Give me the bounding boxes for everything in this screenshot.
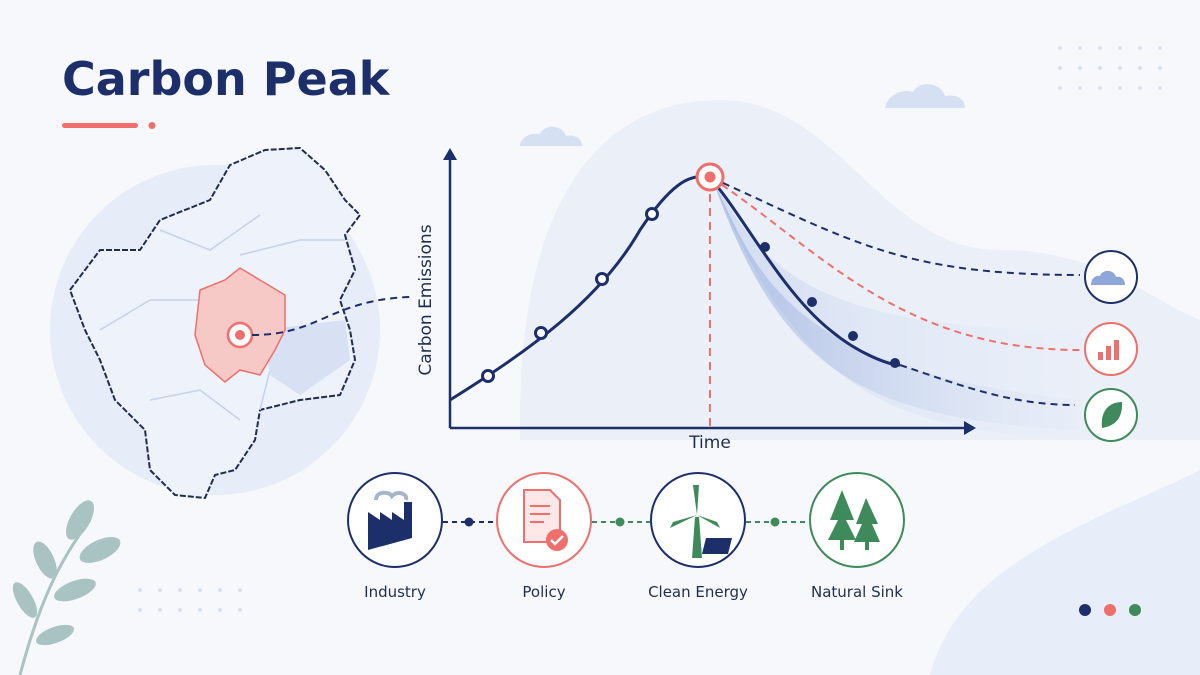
driver-label: Industry <box>364 583 426 601</box>
emissions-chart: Carbon Emissions Time <box>416 148 1081 453</box>
title-underline <box>62 123 138 128</box>
driver-label: Policy <box>522 583 565 601</box>
dot-grid <box>138 46 1162 612</box>
leaf-decoration <box>12 500 121 675</box>
driver-label: Clean Energy <box>648 583 748 601</box>
cloud <box>520 84 965 146</box>
x-axis-label: Time <box>688 433 731 453</box>
title-dot <box>148 122 156 129</box>
driver-label: Natural Sink <box>811 583 903 601</box>
pagination-dots <box>1079 604 1141 616</box>
title: Carbon Peak <box>62 52 391 106</box>
backdrop-blob <box>930 470 1200 675</box>
drivers-row: Industry Policy Clean Energy Natural Sin… <box>347 472 905 601</box>
y-axis-label: Carbon Emissions <box>416 224 436 375</box>
natural-sink-icon <box>809 472 905 568</box>
scenario-icons <box>1084 250 1138 442</box>
region-map <box>69 147 411 499</box>
